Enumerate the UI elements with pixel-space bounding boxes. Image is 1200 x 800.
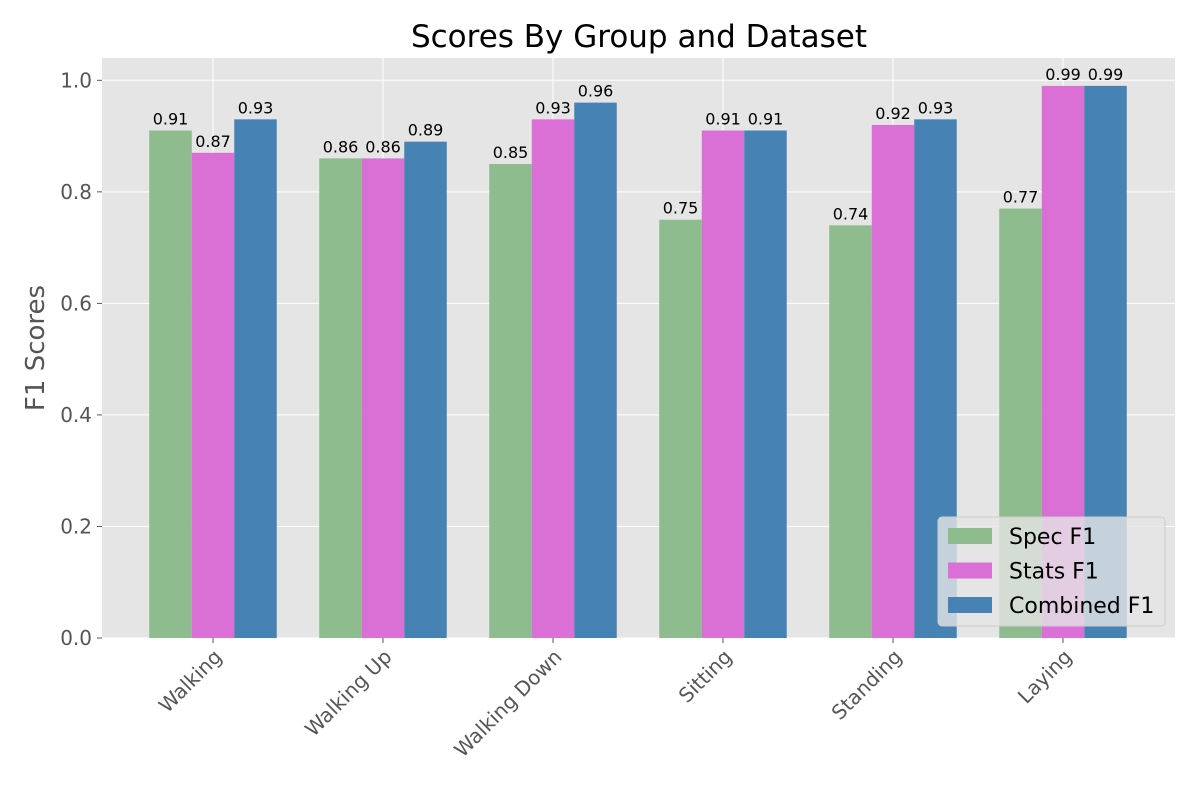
x-tick-label: Standing	[827, 645, 907, 725]
y-tick-labels: 0.0 0.2 0.4 0.6 0.8 1.0	[60, 68, 92, 650]
data-label: 0.96	[578, 82, 614, 101]
legend-label: Combined F1	[1009, 594, 1154, 619]
legend-swatch	[948, 562, 992, 579]
bar	[489, 163, 532, 638]
data-label: 0.93	[918, 98, 954, 117]
data-label: 0.89	[408, 121, 444, 140]
y-tick-label: 0.2	[60, 514, 92, 538]
y-tick-label: 0.8	[60, 180, 92, 204]
data-label: 0.87	[195, 132, 231, 151]
bar	[871, 124, 915, 638]
bar	[574, 102, 617, 639]
data-label: 0.74	[833, 204, 869, 223]
bar	[531, 119, 575, 639]
legend-swatch	[948, 528, 992, 544]
x-tick-label: Walking Down	[449, 645, 566, 762]
data-label: 0.99	[1088, 65, 1124, 84]
legend: Spec F1 Stats F1 Combined F1	[937, 516, 1166, 627]
x-tick-label: Laying	[1013, 645, 1077, 709]
data-label: 0.93	[535, 98, 571, 117]
legend-label: Stats F1	[1009, 560, 1099, 585]
x-tick-label: Walking Up	[300, 645, 397, 742]
data-label: 0.85	[493, 143, 529, 162]
data-label: 0.75	[663, 199, 699, 218]
chart-title: Scores By Group and Dataset	[411, 19, 867, 55]
x-tick-label: Sitting	[674, 645, 737, 708]
legend-label: Spec F1	[1009, 525, 1096, 550]
bar	[191, 152, 235, 639]
bar	[404, 141, 447, 638]
data-label: 0.77	[1003, 188, 1039, 207]
data-label: 0.86	[365, 137, 401, 156]
y-tick-label: 0.6	[60, 291, 92, 315]
data-label: 0.91	[705, 110, 741, 129]
y-axis-label: F1 Scores	[21, 285, 51, 411]
y-tick-label: 0.0	[60, 626, 92, 650]
bar	[659, 219, 702, 638]
bar	[234, 119, 277, 639]
data-label: 0.99	[1045, 65, 1081, 84]
y-tick-label: 0.4	[60, 403, 92, 427]
y-tick-label: 1.0	[60, 68, 92, 92]
bar	[149, 130, 192, 638]
data-label: 0.91	[153, 110, 189, 129]
data-label: 0.92	[875, 104, 911, 123]
data-label: 0.91	[748, 110, 784, 129]
bar	[361, 158, 405, 638]
data-label: 0.86	[323, 137, 359, 156]
bar	[701, 130, 745, 638]
x-tick-label: Walking	[154, 645, 227, 718]
bar	[744, 130, 787, 638]
legend-swatch	[948, 597, 992, 613]
legend-box	[937, 516, 1166, 627]
bar	[829, 225, 872, 639]
data-label: 0.93	[238, 98, 274, 117]
x-tick-labels: Walking Walking Up Walking Down Sitting Stan…	[154, 638, 1077, 762]
bar	[319, 158, 362, 638]
